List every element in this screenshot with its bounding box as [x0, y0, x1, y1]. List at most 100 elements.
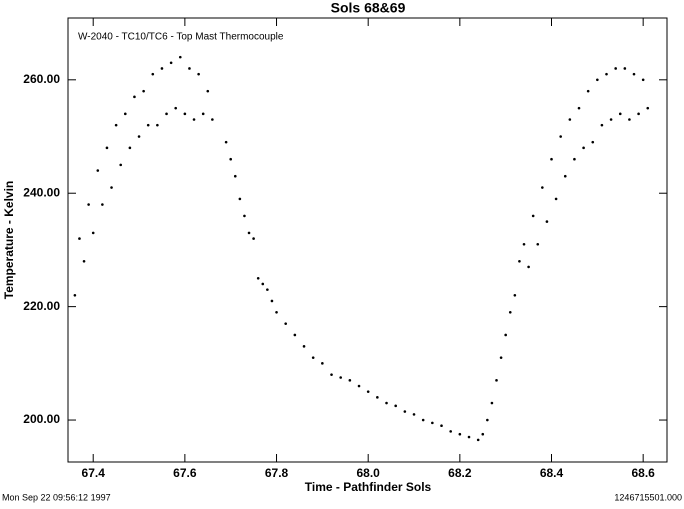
data-point	[339, 376, 342, 379]
x-tick-label: 68.6	[631, 466, 655, 480]
data-point	[192, 118, 196, 121]
data-point	[151, 72, 155, 76]
data-point	[541, 186, 544, 189]
data-point	[527, 265, 530, 269]
data-point	[357, 384, 361, 388]
data-point	[321, 362, 324, 365]
data-point	[78, 237, 81, 240]
y-tick-label: 220.00	[23, 299, 60, 313]
data-point	[499, 356, 503, 359]
data-point	[394, 404, 397, 408]
data-point	[348, 379, 352, 382]
data-point	[197, 72, 200, 76]
data-point	[73, 293, 77, 297]
x-tick-label: 68.4	[540, 466, 564, 480]
data-point	[165, 112, 168, 116]
data-point	[550, 157, 553, 161]
data-point	[224, 140, 228, 144]
data-point	[596, 78, 599, 82]
y-tick-label: 240.00	[23, 185, 60, 199]
data-point	[252, 237, 255, 240]
data-point	[632, 72, 636, 76]
data-point	[641, 78, 645, 82]
y-axis-label: Temperature - Kelvin	[2, 181, 16, 299]
data-point	[87, 203, 90, 206]
data-point	[311, 356, 315, 359]
data-point	[568, 118, 572, 121]
data-point	[261, 282, 265, 286]
data-point	[128, 146, 132, 150]
data-point	[156, 123, 159, 127]
data-point	[440, 424, 443, 428]
y-tick-label: 260.00	[23, 72, 60, 86]
data-point	[637, 112, 640, 116]
data-point	[256, 276, 260, 280]
data-point	[586, 89, 590, 93]
data-point	[476, 438, 480, 442]
data-point	[160, 67, 164, 70]
data-point	[609, 118, 613, 121]
x-tick-label: 67.4	[82, 466, 106, 480]
x-tick-label: 67.6	[173, 466, 197, 480]
x-tick-label: 67.8	[265, 466, 289, 480]
data-point	[302, 345, 306, 348]
data-point	[293, 333, 297, 337]
data-point	[229, 157, 232, 161]
data-point	[188, 67, 191, 70]
data-point	[206, 89, 210, 93]
data-point	[618, 112, 622, 116]
data-point	[467, 435, 471, 439]
data-point	[495, 379, 498, 382]
data-point	[600, 123, 604, 127]
data-point	[169, 61, 173, 65]
data-point	[330, 373, 333, 376]
data-point	[211, 118, 214, 121]
data-point	[385, 401, 388, 405]
plot-frame	[67, 17, 668, 463]
data-point	[238, 197, 242, 201]
data-point	[490, 401, 494, 405]
x-tick-label: 68.0	[357, 466, 381, 480]
data-point	[137, 135, 141, 138]
data-point	[421, 418, 425, 422]
data-point	[412, 413, 416, 416]
data-point	[96, 169, 100, 172]
data-point	[101, 203, 104, 206]
data-point	[178, 55, 182, 59]
data-point	[559, 135, 562, 138]
data-point	[275, 310, 278, 314]
data-point	[243, 214, 246, 218]
data-point	[591, 140, 595, 144]
data-point	[554, 197, 558, 201]
data-point	[201, 112, 205, 116]
data-point	[247, 231, 251, 235]
data-point	[522, 242, 526, 246]
data-point	[146, 123, 150, 127]
data-point	[628, 118, 631, 121]
data-point	[513, 293, 517, 297]
data-point	[431, 421, 434, 425]
footer-left: Mon Sep 22 09:56:12 1997	[2, 492, 111, 502]
data-point	[366, 390, 370, 393]
data-point	[183, 112, 187, 116]
data-point	[105, 146, 109, 150]
data-point	[403, 410, 407, 413]
footer-right: 1246715501.000	[614, 492, 682, 502]
data-point	[233, 174, 237, 178]
data-point	[114, 123, 118, 127]
data-point	[91, 231, 95, 235]
data-point	[486, 418, 489, 422]
data-point	[110, 186, 113, 189]
data-point	[508, 310, 512, 314]
data-point	[582, 146, 585, 150]
chart-title: Sols 68&69	[331, 0, 406, 16]
data-point	[573, 157, 576, 161]
data-point	[376, 396, 379, 399]
data-point	[270, 299, 274, 303]
x-axis-label: Time - Pathfinder Sols	[305, 480, 432, 494]
data-point	[142, 89, 145, 93]
data-point	[531, 214, 535, 218]
data-point	[623, 67, 627, 70]
data-point	[284, 322, 287, 325]
